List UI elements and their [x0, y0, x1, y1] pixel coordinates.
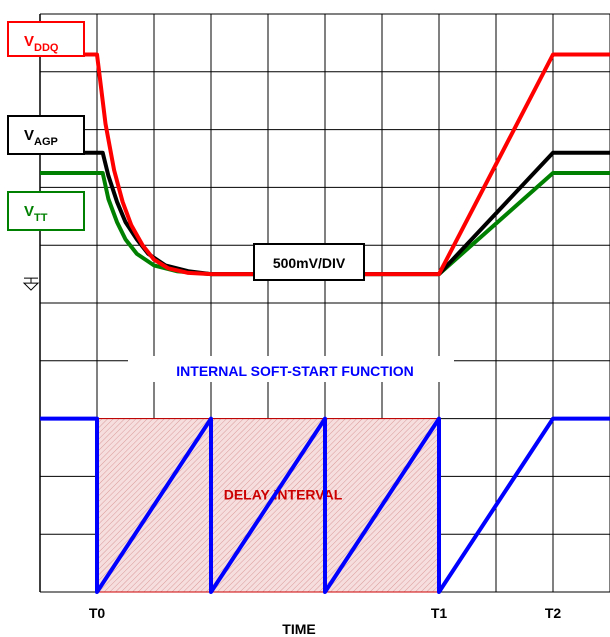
ground-symbol: [22, 277, 40, 291]
soft-start-annotation: INTERNAL SOFT-START FUNCTION: [176, 363, 413, 379]
trace-vddq: [40, 52, 610, 277]
annotation-bg: [128, 356, 454, 382]
trace-vtt: [40, 171, 610, 277]
legend-vddq: VDDQ: [7, 21, 85, 57]
legend-vtt: VTT: [7, 191, 85, 231]
legend-vagp: VAGP: [7, 115, 85, 155]
trace-layer: [40, 52, 610, 594]
legend-text: VTT: [24, 203, 48, 224]
x-tick-label: T2: [545, 605, 562, 621]
delay-interval-label: DELAY INTERVAL: [224, 487, 343, 503]
x-tick-label: T0: [89, 605, 106, 621]
scale-text: 500mV/DIV: [273, 255, 346, 271]
legend-text: VAGP: [24, 127, 58, 148]
legend-box: [7, 115, 85, 155]
scale-box: [253, 243, 365, 281]
x-axis-label: TIME: [282, 621, 315, 637]
legend-box: [7, 191, 85, 231]
x-tick-label: T1: [431, 605, 448, 621]
legend-text: VDDQ: [24, 33, 59, 54]
ground-marker-icon: [22, 277, 40, 291]
label-layer: VDDQ VAGP VTT 500mV/DIV INTERNAL SOFT-START …: [7, 21, 562, 621]
legend-box: [7, 21, 85, 57]
scale-label: 500mV/DIV: [253, 243, 365, 281]
trace-internal-soft-start: [40, 416, 610, 594]
